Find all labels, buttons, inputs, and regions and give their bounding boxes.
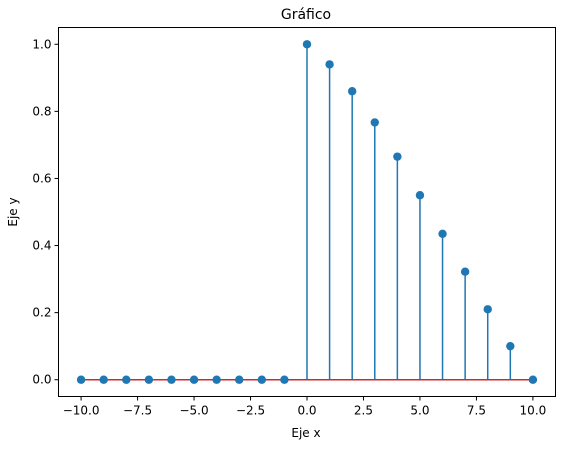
x-tick-label: 2.5 [354, 404, 373, 418]
x-tick-label: −7.5 [123, 404, 152, 418]
data-point [438, 229, 447, 239]
y-tick-label: 0.2 [32, 306, 51, 320]
data-point [122, 375, 131, 384]
data-point [257, 375, 267, 384]
data-point [506, 341, 515, 351]
data-point [528, 375, 538, 384]
y-tick-label: 0.6 [32, 171, 51, 185]
y-tick-label: 0.4 [32, 239, 51, 253]
x-tick-label: −5.0 [179, 404, 208, 418]
data-point [302, 40, 312, 49]
data-point [460, 267, 470, 276]
data-point [280, 375, 289, 384]
chart-title: Gráfico [281, 7, 331, 23]
data-point [393, 152, 402, 161]
data-point [347, 87, 357, 96]
data-point [99, 375, 108, 384]
y-tick-label: 0.0 [32, 373, 51, 387]
x-tick-label: 10.0 [520, 404, 547, 418]
data-point [167, 375, 176, 384]
data-point [483, 305, 492, 314]
chart-title-text: Gráfico [281, 7, 331, 23]
y-tick-label: 1.0 [32, 37, 51, 51]
data-point [235, 375, 244, 384]
data-point [76, 375, 86, 384]
y-tick-label: 0.8 [32, 104, 51, 118]
x-tick-label: 0.0 [297, 404, 316, 418]
plot-content [76, 40, 538, 384]
x-tick-label: −10.0 [63, 404, 100, 418]
data-point [189, 375, 199, 384]
data-point [370, 118, 379, 127]
data-point [415, 191, 425, 200]
x-tick-label: 5.0 [410, 404, 429, 418]
y-axis-label: Eje y [6, 197, 20, 226]
data-point [212, 375, 221, 384]
x-tick-label: 7.5 [467, 404, 486, 418]
data-point [325, 60, 334, 69]
y-axis-ticks: 0.0 0.2 0.4 0.6 0.8 1.0 [32, 37, 59, 387]
data-point [144, 375, 154, 384]
x-axis-ticks: −10.0 −7.5 −5.0 −2.5 0.0 2.5 5.0 7.5 10.0 [63, 396, 547, 418]
x-tick-label: −2.5 [236, 404, 265, 418]
x-axis-label: Eje x [291, 426, 320, 440]
